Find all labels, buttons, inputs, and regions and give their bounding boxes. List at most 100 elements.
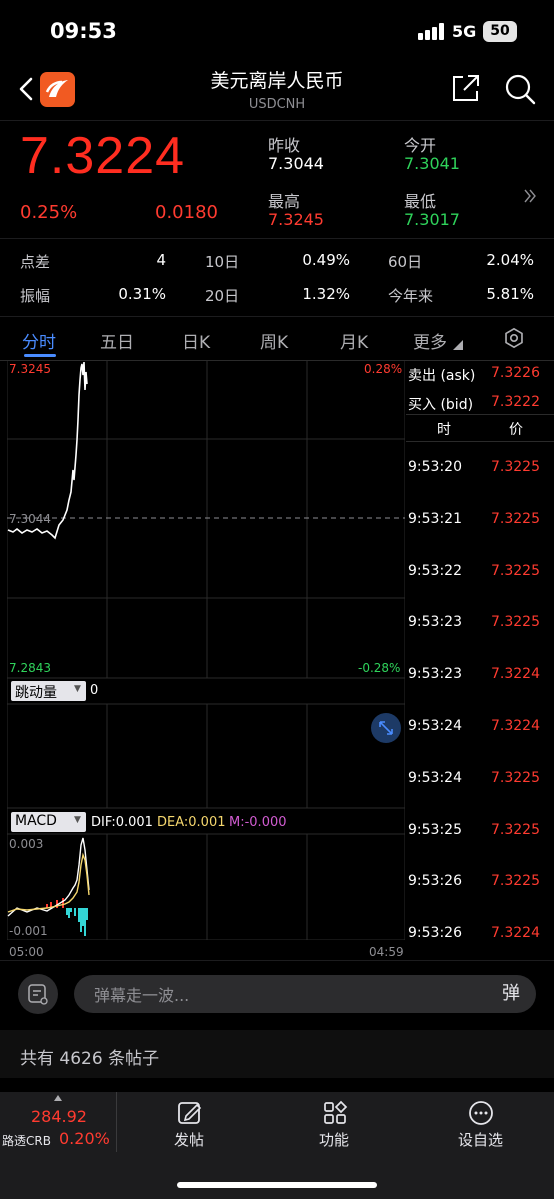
dea-line	[7, 852, 90, 913]
macd-top-value: 0.003	[9, 837, 44, 851]
dropdown-icon: ▼	[74, 684, 81, 694]
symbol-code: USDCNH	[248, 97, 306, 112]
page-title: 美元离岸人民币	[210, 70, 344, 92]
settings-icon[interactable]	[503, 327, 525, 349]
dropdown-icon: ▼	[74, 815, 81, 825]
60d-value: 2.04%	[486, 251, 534, 269]
volume-indicator-select[interactable]: 跳动量 ▼	[11, 681, 86, 701]
macd-dif: DIF:0.001	[91, 815, 153, 830]
amplitude-label: 振幅	[20, 287, 51, 305]
post-label: 发帖	[174, 1131, 205, 1149]
open-label: 今开	[404, 136, 437, 155]
tab-weekly-k[interactable]: 周K	[260, 333, 289, 353]
posts-count[interactable]: 共有 4626 条帖子	[20, 1049, 160, 1069]
post-button[interactable]: 发帖	[160, 1098, 220, 1150]
10d-value: 0.49%	[302, 251, 350, 269]
macd-bottom-value: -0.001	[9, 924, 48, 938]
chart-low-pct: -0.28%	[358, 661, 401, 675]
10d-label: 10日	[205, 253, 240, 271]
danmu-placeholder: 弹幕走一波...	[94, 986, 190, 1005]
change-percent: 0.25%	[20, 202, 78, 223]
comment-list-icon	[28, 984, 48, 1005]
edit-icon	[178, 1102, 202, 1124]
20d-value: 1.32%	[302, 285, 350, 303]
tab-five-day[interactable]: 五日	[100, 333, 134, 353]
tab-intraday[interactable]: 分时	[22, 333, 56, 353]
function-button[interactable]: 功能	[305, 1098, 365, 1150]
open-value: 7.3041	[404, 154, 460, 173]
tab-more[interactable]: 更多	[413, 333, 447, 353]
tab-monthly-k[interactable]: 月K	[340, 333, 369, 353]
low-value: 7.3017	[404, 210, 460, 229]
divider	[0, 360, 554, 361]
bid-label: 买入 (bid)	[408, 397, 474, 413]
trade-time: 9:53:22	[408, 562, 462, 579]
back-icon[interactable]	[16, 76, 38, 102]
tab-underline	[24, 354, 56, 357]
index-pct: 0.20%	[59, 1129, 110, 1148]
index-value: 284.92	[31, 1107, 87, 1126]
prev-close-value: 7.3044	[268, 154, 324, 173]
divider	[116, 1092, 117, 1152]
trade-price: 7.3225	[491, 459, 540, 475]
divider	[406, 414, 554, 415]
trade-time: 9:53:24	[408, 769, 462, 786]
index-name: 路透CRB	[2, 1134, 51, 1148]
fullscreen-button[interactable]	[371, 713, 401, 743]
ask-label: 卖出 (ask)	[408, 368, 476, 384]
expand-icon	[379, 721, 393, 735]
time-start: 05:00	[9, 945, 44, 959]
price-line	[7, 361, 88, 540]
change-value: 0.0180	[155, 202, 218, 223]
macd-histogram-red	[46, 898, 64, 908]
divider	[406, 441, 554, 442]
intraday-chart[interactable]	[7, 360, 405, 940]
trade-price: 7.3224	[491, 666, 540, 683]
danmu-toggle-button[interactable]: 弹	[502, 983, 520, 1004]
expand-quote-icon[interactable]	[523, 186, 537, 206]
macd-indicator-label: MACD	[15, 813, 57, 829]
volume-value: 0	[90, 683, 99, 698]
prev-close-label: 昨收	[268, 136, 301, 155]
posts-band	[0, 1030, 554, 1078]
index-ticker[interactable]: 284.92 路透CRB 0.20%	[0, 1092, 116, 1164]
trade-price: 7.3224	[491, 925, 540, 942]
spread-value: 4	[156, 251, 166, 269]
trade-time: 9:53:23	[408, 614, 462, 631]
app-logo-icon	[40, 72, 75, 107]
trade-time: 9:53:26	[408, 925, 462, 942]
add-watchlist-button[interactable]: 设自选	[450, 1098, 512, 1150]
ytd-label: 今年来	[388, 287, 434, 305]
more-circle-icon	[469, 1101, 493, 1125]
caret-up-icon	[54, 1095, 62, 1101]
trade-price: 7.3225	[491, 510, 540, 527]
trade-time: 9:53:20	[408, 459, 462, 475]
last-price: 7.3224	[20, 127, 186, 185]
trade-price: 7.3225	[491, 873, 540, 890]
share-icon[interactable]	[450, 72, 482, 104]
trade-time: 9:53:26	[408, 873, 462, 890]
signal-icon	[418, 23, 444, 40]
high-value: 7.3245	[268, 210, 324, 229]
trade-price: 7.3225	[491, 562, 540, 579]
bid-price: 7.3222	[491, 394, 540, 410]
trade-time: 9:53:21	[408, 510, 462, 527]
ask-price: 7.3226	[491, 365, 540, 381]
network-type: 5G	[452, 22, 477, 41]
grid-icon	[324, 1100, 348, 1124]
trade-price: 7.3225	[491, 614, 540, 631]
amplitude-value: 0.31%	[118, 285, 166, 303]
macd-indicator-select[interactable]: MACD ▼	[11, 812, 86, 832]
tab-daily-k[interactable]: 日K	[182, 333, 211, 353]
status-time: 09:53	[50, 19, 117, 43]
trade-time: 9:53:23	[408, 666, 462, 683]
time-end: 04:59	[369, 945, 404, 959]
macd-dea: DEA:0.001	[157, 815, 226, 830]
search-icon[interactable]	[503, 72, 537, 106]
danmu-input[interactable]	[74, 975, 536, 1013]
trade-price: 7.3225	[491, 821, 540, 838]
trade-time: 9:53:25	[408, 821, 462, 838]
comment-list-button[interactable]	[18, 974, 58, 1014]
chart-high-pct: 0.28%	[364, 362, 403, 376]
trade-price: 7.3224	[491, 718, 540, 734]
